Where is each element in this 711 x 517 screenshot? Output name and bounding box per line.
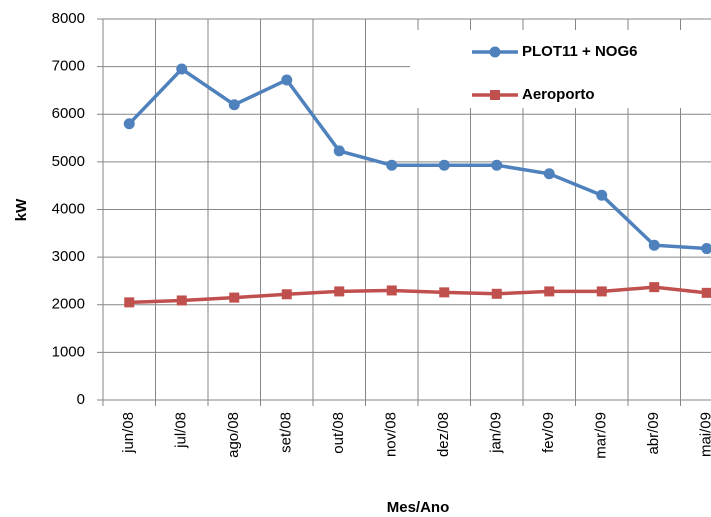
x-tick-label: ago/08 [225,412,242,458]
y-tick-label: 3000 [52,248,85,265]
y-tick-label: 4000 [52,200,85,217]
x-tick-label: set/08 [278,412,295,453]
data-point [333,145,345,157]
x-tick-label: jan/09 [488,412,505,454]
data-point [281,289,292,300]
y-tick-label: 1000 [52,343,85,360]
legend-label: PLOT11 + NOG6 [522,43,637,60]
data-point [439,287,450,298]
data-point [596,189,608,201]
x-tick-label: nov/08 [383,412,400,457]
legend-label: Aeroporto [522,86,595,103]
data-point [544,286,555,297]
data-point [176,63,188,75]
data-point [123,118,135,130]
data-point [701,243,711,255]
y-tick-label: 6000 [52,105,85,122]
legend-key-marker [490,90,500,100]
data-point [438,159,450,171]
data-point [386,285,397,296]
x-tick-label: jun/08 [120,412,137,454]
series-line [127,66,707,251]
data-point [648,239,660,251]
data-point [228,99,240,111]
data-point [124,297,135,308]
x-tick-label: abr/09 [645,412,662,455]
x-axis-title: Mes/Ano [387,499,450,516]
x-tick-label: dez/08 [435,412,452,457]
y-tick-label: 5000 [52,153,85,170]
grid [97,18,711,406]
legend-key-marker [489,46,501,58]
data-point [649,282,660,293]
data-point [229,292,240,303]
data-point [543,168,555,180]
data-point [334,286,345,297]
data-point [176,295,187,306]
y-axis-title: kW [13,198,30,221]
y-tick-label: 0 [77,391,85,408]
y-tick-label: 8000 [52,10,85,27]
data-point [386,159,398,171]
x-tick-label: out/08 [330,412,347,454]
data-point [281,74,293,86]
data-point [596,286,607,297]
x-tick-label: mai/09 [698,412,711,457]
y-tick-label: 2000 [52,296,85,313]
legend-background [410,30,711,108]
x-tick-label: fev/09 [540,412,557,453]
x-tick-label: jul/08 [173,412,190,449]
data-point [491,288,502,299]
data-point [701,287,711,298]
y-tick-label: 7000 [52,58,85,75]
plot: PLOT11 + NOG6 Aeroporto [123,43,711,308]
data-point [491,159,503,171]
x-tick-label: mar/09 [593,412,610,459]
series-line [129,285,707,305]
